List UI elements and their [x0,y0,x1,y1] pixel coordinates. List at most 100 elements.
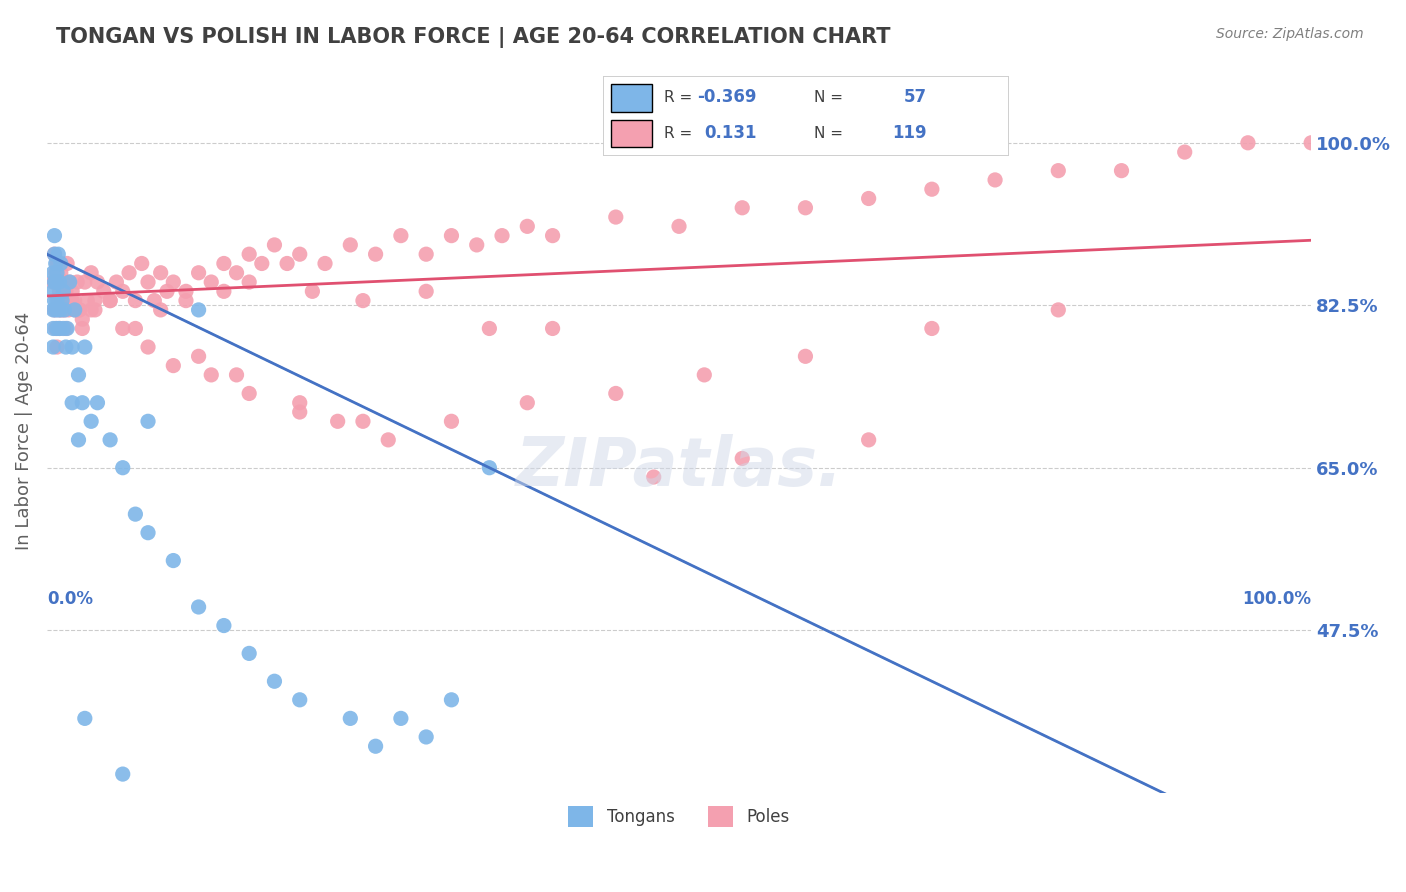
Point [98,293,121,308]
Point [46,293,69,308]
Point [364,739,387,754]
Point [149,302,172,317]
Point [51,293,73,308]
Point [111,321,134,335]
Point [200,368,222,382]
Point [45,302,67,317]
Point [364,247,387,261]
Point [149,266,172,280]
Point [44,293,66,308]
Point [1111,163,1133,178]
Point [276,256,298,270]
Point [55,285,77,299]
Point [80,266,103,280]
Point [73,340,96,354]
Point [56,321,79,335]
Point [53,293,76,308]
Point [86,275,108,289]
Point [124,507,146,521]
Point [42,302,65,317]
Point [225,266,247,280]
Point [46,247,69,261]
Point [984,173,1007,187]
Point [339,238,361,252]
Text: TONGAN VS POLISH IN LABOR FORCE | AGE 20-64 CORRELATION CHART: TONGAN VS POLISH IN LABOR FORCE | AGE 20… [56,27,891,48]
Point [72,312,94,326]
Point [55,321,77,335]
Point [73,275,96,289]
Point [60,340,83,354]
Point [72,321,94,335]
Point [53,302,76,317]
Point [80,302,103,317]
Point [45,256,67,270]
Point [212,256,235,270]
Point [288,395,311,409]
Point [794,349,817,363]
Point [63,302,86,317]
Text: 100.0%: 100.0% [1241,590,1312,607]
Point [516,395,538,409]
Point [693,368,716,382]
Point [48,285,70,299]
Point [66,275,89,289]
Point [44,247,66,261]
Point [187,599,209,614]
Point [44,247,66,261]
Point [263,238,285,252]
Point [1174,145,1197,159]
Point [212,618,235,632]
Point [42,266,65,280]
Point [301,285,323,299]
Point [84,293,107,308]
Point [605,386,627,401]
Point [187,349,209,363]
Point [605,210,627,224]
Point [46,256,69,270]
Point [42,321,65,335]
Point [136,414,159,428]
Point [162,275,184,289]
Point [238,647,260,661]
Point [44,228,66,243]
Point [67,302,90,317]
Point [52,285,75,299]
Point [56,256,79,270]
Point [118,266,141,280]
Point [111,285,134,299]
Point [516,219,538,234]
Point [541,228,564,243]
Point [326,414,349,428]
Point [60,293,83,308]
Point [162,359,184,373]
Point [76,293,98,308]
Point [52,321,75,335]
Text: Source: ZipAtlas.com: Source: ZipAtlas.com [1216,27,1364,41]
Point [731,201,754,215]
Point [63,293,86,308]
Point [352,293,374,308]
Point [288,247,311,261]
Point [49,302,72,317]
Point [389,228,412,243]
Point [49,256,72,270]
Point [124,321,146,335]
Point [1237,136,1260,150]
Point [42,340,65,354]
Point [42,285,65,299]
Point [93,285,115,299]
Point [46,340,69,354]
Point [59,275,82,289]
Point [478,460,501,475]
Point [377,433,399,447]
Point [794,201,817,215]
Point [440,693,463,707]
Point [415,285,437,299]
Point [541,321,564,335]
Point [339,711,361,725]
Point [731,451,754,466]
Point [44,275,66,289]
Point [111,767,134,781]
Point [136,525,159,540]
Point [415,730,437,744]
